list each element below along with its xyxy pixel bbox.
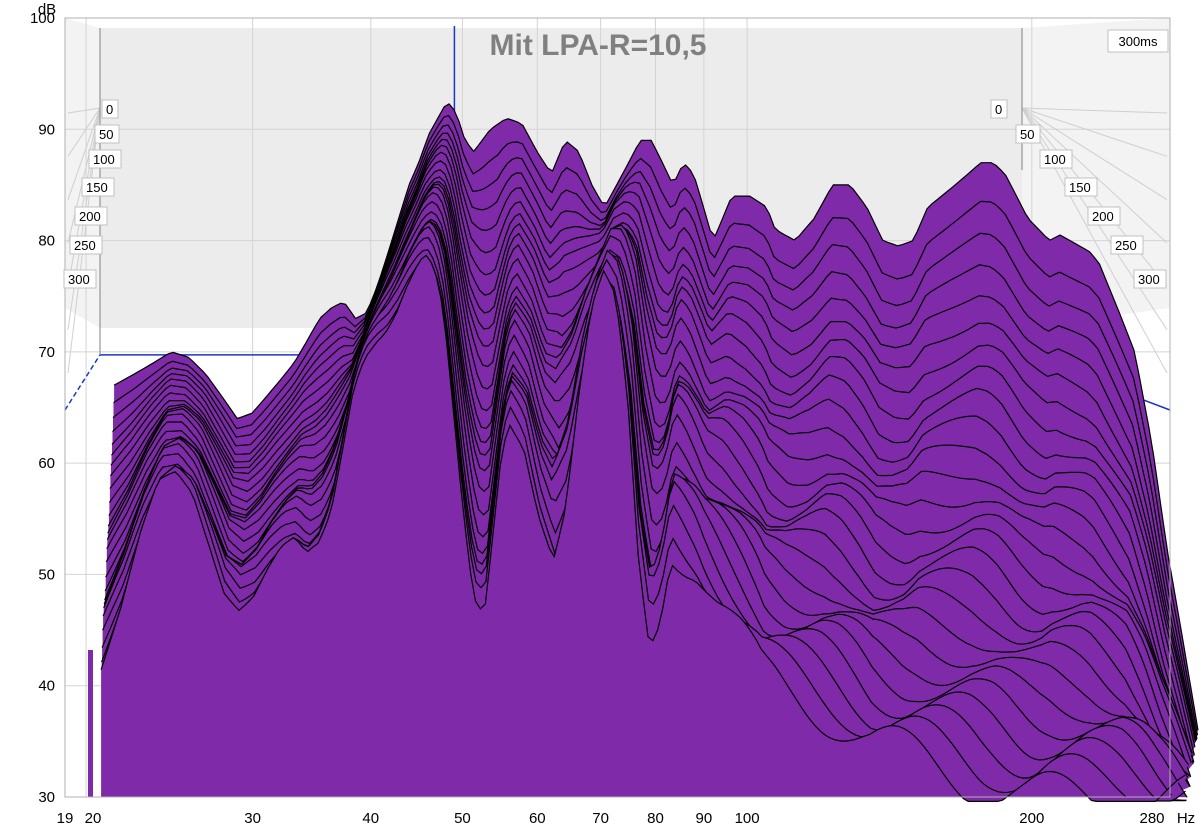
x-tick-label: 30 [244,810,261,827]
time-tick-box-right [1133,269,1167,289]
x-tick-label: 100 [735,810,760,827]
time-tick-box-right [1087,206,1121,226]
plot-frame [64,17,1171,798]
waterfall-slice-line [105,218,1191,787]
y-axis-ticks: 100 90 80 70 60 50 40 30 [30,10,55,806]
time-tick-label-left: 250 [74,238,96,253]
depth-line-right [1021,107,1168,114]
y-tick-label: 40 [38,678,55,695]
time-tick-label-left: 300 [68,272,90,287]
y-tick-label: 80 [38,233,55,250]
depth-line-right [1021,107,1168,201]
waterfall-slice-line [106,200,1192,777]
y-axis-label: dB [38,1,56,18]
level-cursor-depth-left [64,354,101,411]
waterfall-slice-line [105,211,1191,788]
waterfall-slice-line [103,220,1189,765]
y-tick-label: 90 [38,121,55,138]
time-tick-box-right [1110,235,1144,255]
time-tick-box-left [81,177,115,197]
time-tick-box-right [1064,177,1098,197]
waterfall-slice-line [108,176,1194,764]
depth-line-left [67,107,101,114]
waterfall-slice-line [110,151,1196,748]
waterfall-slice-line [109,160,1195,756]
waterfall-slice-line [104,220,1190,766]
depth-line-left [67,107,101,200]
time-tick-box-right [1039,149,1073,169]
time-tick-box-left [94,124,120,144]
plot-border [64,17,1171,798]
x-tick-label: 50 [454,810,471,827]
waterfall-slice-line [100,254,1186,802]
y-tick-label: 50 [38,566,55,583]
waterfall-slice-line [108,180,1194,760]
time-tick-box-left [101,99,119,119]
waterfall-slice-line [111,138,1197,741]
waterfall-slice-line [103,226,1189,778]
time-tick-label-right: 50 [1020,127,1034,142]
waterfall-slice-line [113,103,1199,731]
time-label-box [1107,29,1169,53]
front-edge-fill [88,650,93,797]
time-tick-label-left: 0 [106,102,113,117]
y-tick-label: 60 [38,455,55,472]
time-tick-label-right: 200 [1092,209,1114,224]
x-tick-label: 20 [85,810,102,827]
depth-line-left [67,107,101,157]
x-axis-label: Hz [1177,810,1195,827]
x-tick-label: 200 [1019,810,1044,827]
waterfall-slice-line [112,132,1197,741]
time-tick-label-right: 250 [1115,238,1137,253]
time-tick-label-left: 150 [86,180,108,195]
time-label: 300ms [1118,34,1158,49]
waterfall-slice-line [106,192,1192,763]
x-tick-label: 19 [57,810,74,827]
waterfall-slice-fill [101,255,1186,802]
time-tick-box-left [69,235,103,255]
waterfall-slices [88,103,1199,802]
x-tick-label: 40 [362,810,379,827]
x-tick-label: 80 [647,810,664,827]
time-tick-label-right: 150 [1069,180,1091,195]
time-tick-label-right: 300 [1138,272,1160,287]
x-tick-label: 280 [1139,810,1164,827]
time-tick-box-left [63,269,97,289]
waterfall-slice-line [111,144,1196,742]
depth-line-right [1021,107,1168,157]
depth-line-right [1021,107,1168,287]
time-tick-box-right [1015,124,1041,144]
waterfall-slice-line [102,249,1187,801]
time-tick-label-right: 0 [995,102,1002,117]
depth-line-right [1021,107,1168,244]
waterfall-slice-line [107,183,1193,754]
time-tick-label-right: 100 [1044,152,1066,167]
waterfall-slice-line [107,186,1193,754]
time-tick-label-left: 100 [93,152,115,167]
y-tick-label: 70 [38,344,55,361]
time-tick-box-left [88,149,122,169]
y-tick-label: 100 [30,10,55,27]
waterfall-slice-line [112,124,1198,740]
time-tick-label-left: 50 [99,127,113,142]
x-tick-label: 90 [695,810,712,827]
x-tick-label: 70 [592,810,609,827]
x-axis-ticks: 19 20 30 40 50 60 70 80 90 100 200 280 [57,810,1165,827]
chart-title: Mit LPA-R=10,5 [490,29,707,62]
x-tick-label: 60 [529,810,546,827]
waterfall-slice-line [113,114,1199,736]
y-tick-label: 30 [38,789,55,806]
time-tick-box-left [74,206,108,226]
time-tick-label-left: 200 [79,209,101,224]
waterfall-slice-line [109,169,1195,763]
time-tick-box-right [990,99,1008,119]
